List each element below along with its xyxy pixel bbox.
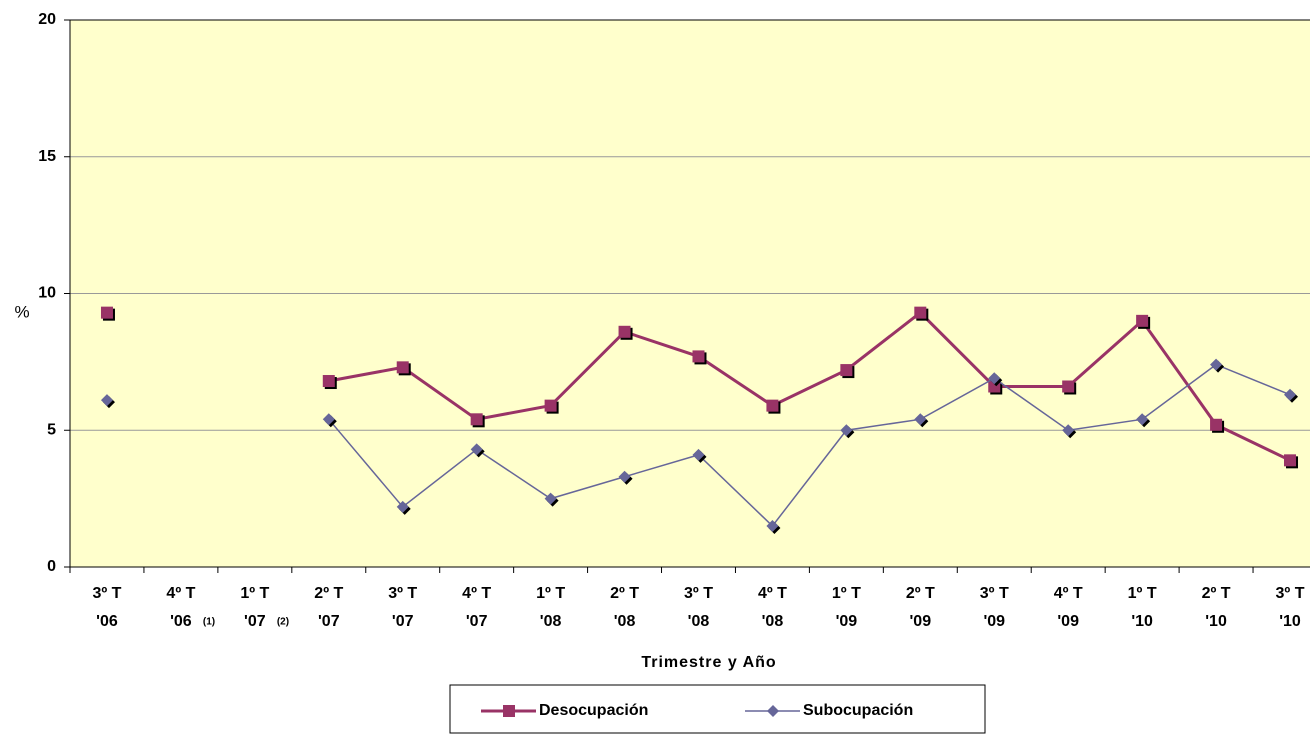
marker-face: [1062, 380, 1075, 393]
marker-face: [1210, 358, 1223, 371]
x-tick-label: 3º T '07: [388, 585, 417, 630]
marker-face: [1062, 424, 1075, 437]
marker-face: [322, 375, 335, 388]
x-tick-label: 1º T '07: [240, 585, 269, 630]
marker: [1136, 413, 1151, 428]
legend-label: Desocupación: [539, 702, 648, 719]
marker: [914, 306, 929, 321]
marker: [766, 519, 781, 534]
marker-face: [840, 364, 853, 377]
marker: [1210, 358, 1225, 373]
legend-box: [449, 684, 986, 734]
marker-face: [618, 325, 631, 338]
marker: [618, 470, 633, 485]
marker-face: [1210, 418, 1223, 431]
x-tick-label: 3º T '06: [92, 585, 121, 630]
x-axis-label: Trimestre y Año: [641, 654, 776, 671]
marker-face: [618, 470, 631, 483]
marker: [1284, 388, 1299, 403]
x-tick-label: 4º T '07: [462, 585, 491, 630]
marker-face: [470, 413, 483, 426]
y-tick-label: 5: [47, 421, 56, 438]
marker-face: [914, 306, 927, 319]
y-axis-label: %: [14, 302, 29, 321]
legend-marker: [503, 705, 515, 717]
x-tick-label: 2º T '10: [1202, 585, 1231, 630]
x-tick-label: 1º T '08: [536, 585, 565, 630]
legend-marker-face: [767, 705, 779, 717]
marker-face: [322, 413, 335, 426]
x-tick-note: (2): [277, 617, 289, 628]
marker: [322, 413, 337, 428]
marker-face: [396, 361, 409, 374]
marker: [544, 399, 559, 414]
x-tick-label: 3º T '08: [684, 585, 713, 630]
x-tick-label: 4º T '08: [758, 585, 787, 630]
marker: [840, 364, 855, 379]
marker: [544, 492, 559, 507]
x-tick-label: 1º T '10: [1128, 585, 1157, 630]
x-tick-label: 2º T '09: [906, 585, 935, 630]
marker-face: [914, 413, 927, 426]
marker-face: [692, 350, 705, 363]
marker: [766, 399, 781, 414]
marker: [1210, 418, 1225, 433]
series-line: [328, 310, 1291, 462]
legend-marker-face: [503, 705, 515, 717]
marker-face: [692, 448, 705, 461]
y-tick-label: 0: [47, 558, 56, 575]
marker-face: [840, 424, 853, 437]
marker-face: [100, 394, 113, 407]
legend-marker: [767, 705, 779, 717]
x-tick-label: 2º T '08: [610, 585, 639, 630]
x-tick-label: 2º T '07: [314, 585, 343, 630]
marker: [988, 372, 1003, 387]
marker: [396, 361, 411, 376]
marker: [914, 413, 929, 428]
x-tick-label: 1º T '09: [832, 585, 861, 630]
marker-face: [100, 306, 113, 319]
marker-face: [470, 443, 483, 456]
marker: [1284, 454, 1299, 469]
marker-face: [766, 519, 779, 532]
marker-face: [544, 399, 557, 412]
series-line: [328, 363, 1291, 528]
marker: [1062, 424, 1077, 439]
marker-face: [766, 399, 779, 412]
marker: [618, 325, 633, 340]
marker: [100, 306, 115, 321]
marker: [100, 394, 115, 409]
marker-face: [988, 372, 1001, 385]
marker-face: [544, 492, 557, 505]
marker-face: [1284, 388, 1297, 401]
y-tick-label: 10: [38, 285, 56, 302]
marker: [396, 500, 411, 515]
y-tick-label: 15: [38, 148, 56, 165]
marker: [988, 380, 1003, 395]
marker: [470, 443, 485, 458]
x-tick-label: 4º T '09: [1054, 585, 1083, 630]
marker: [692, 350, 707, 365]
marker: [322, 375, 337, 390]
legend-label: Subocupación: [803, 702, 913, 719]
marker-face: [1284, 454, 1297, 467]
x-tick-label: 4º T '06: [166, 585, 195, 630]
x-tick-label: 3º T '10: [1276, 585, 1305, 630]
marker: [840, 424, 855, 439]
marker-face: [1136, 314, 1149, 327]
marker: [1136, 314, 1151, 329]
marker-face: [1136, 413, 1149, 426]
x-tick-note: (1): [203, 617, 215, 628]
marker-face: [396, 500, 409, 513]
y-tick-label: 20: [38, 11, 56, 28]
marker: [470, 413, 485, 428]
x-tick-label: 3º T '09: [980, 585, 1009, 630]
marker: [692, 448, 707, 463]
marker: [1062, 380, 1077, 395]
